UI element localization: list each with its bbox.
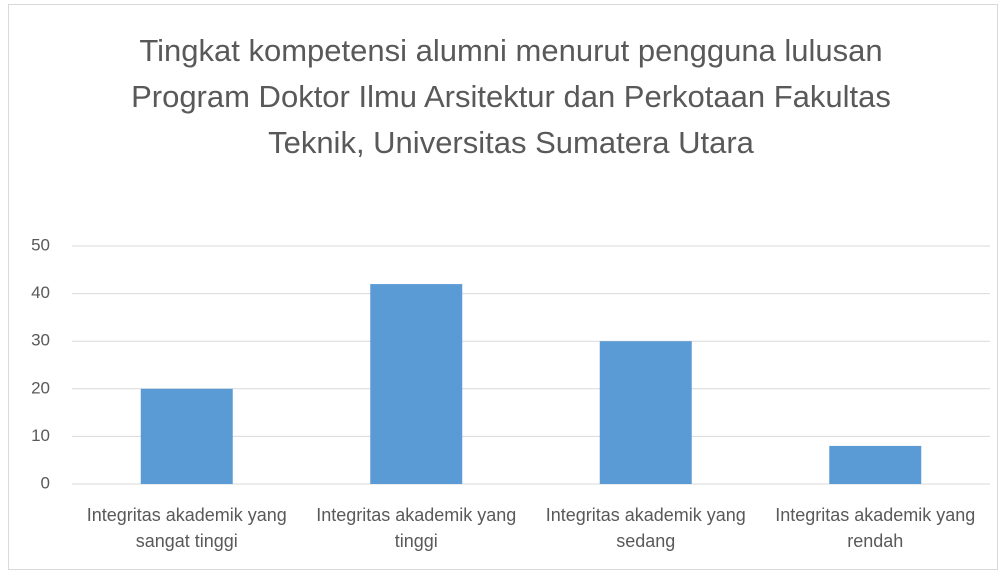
bar <box>829 445 922 484</box>
y-tick-label: 10 <box>31 426 50 445</box>
chart-frame <box>8 4 998 570</box>
y-tick-label: 30 <box>31 331 50 350</box>
y-tick-label: 40 <box>31 283 50 302</box>
x-tick-label: Integritas akademik yang sangat tinggi <box>86 505 287 551</box>
y-tick-label: 50 <box>31 235 50 254</box>
bar <box>140 388 233 484</box>
bar <box>599 341 692 484</box>
x-tick-label: Integritas akademik yang tinggi <box>316 505 517 551</box>
bar <box>370 284 463 484</box>
y-tick-label: 20 <box>31 378 50 397</box>
chart-title: Tingkat kompetensi alumni menurut penggu… <box>131 33 891 160</box>
y-tick-label: 0 <box>41 473 50 492</box>
x-tick-label: Integritas akademik yang rendah <box>775 505 976 551</box>
x-tick-label: Integritas akademik yang sedang <box>545 505 746 551</box>
